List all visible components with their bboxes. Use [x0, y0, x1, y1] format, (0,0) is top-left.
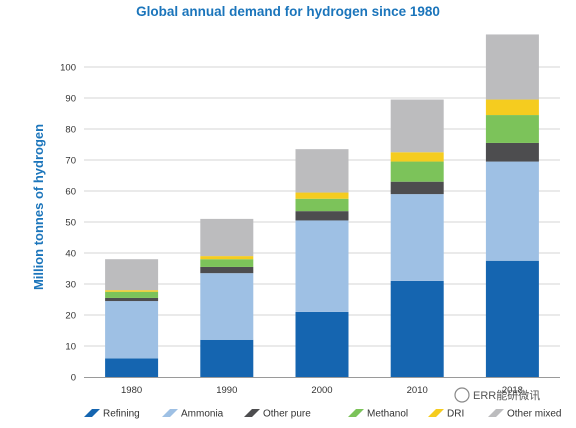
- bar-segment-ammonia-1980: [105, 301, 159, 359]
- bar-segment-refining-2010: [390, 280, 444, 377]
- bar-segment-ammonia-2000: [295, 220, 349, 312]
- y-tick-label: 80: [65, 125, 76, 136]
- bar-segment-dri-1990: [200, 256, 254, 260]
- legend-swatch-refining: [84, 409, 100, 417]
- bar-segment-dri-2010: [390, 152, 444, 162]
- legend-label: Refining: [103, 409, 140, 420]
- x-tick-label: 1980: [121, 385, 142, 396]
- y-tick-label: 20: [65, 311, 76, 322]
- bar-segment-ammonia-2010: [390, 194, 444, 281]
- bar-segment-ammonia-1990: [200, 273, 254, 340]
- watermark: ERR能研微讯: [454, 387, 540, 403]
- y-tick-label: 70: [65, 156, 76, 167]
- bar-segment-other-mixed-2000: [295, 149, 349, 193]
- bar-segment-other-pure-2010: [390, 181, 444, 195]
- bar-segment-other-mixed-1980: [105, 259, 159, 291]
- legend: Refining Ammonia Other pure Methanol DRI Othe…: [84, 409, 561, 420]
- chart-title: Global annual demand for hydrogen since …: [136, 4, 440, 19]
- legend-label: Methanol: [367, 409, 408, 420]
- y-tick-label: 10: [65, 342, 76, 353]
- wechat-icon: [454, 387, 470, 403]
- y-tick-labels: 0 10 20 30 40 50 60 70 80 90 100: [60, 63, 76, 384]
- bar-segment-methanol-1990: [200, 259, 254, 267]
- y-tick-label: 30: [65, 280, 76, 291]
- bar-segment-dri-1980: [105, 290, 159, 292]
- legend-label: Ammonia: [181, 409, 224, 420]
- y-axis-label: Million tonnes of hydrogen: [31, 124, 46, 290]
- y-tick-label: 40: [65, 249, 76, 260]
- bar-segment-other-pure-1980: [105, 297, 159, 302]
- bars: [105, 34, 539, 377]
- bar-segment-other-mixed-1990: [200, 218, 254, 257]
- bar-segment-methanol-1980: [105, 291, 159, 298]
- y-tick-label: 0: [71, 373, 76, 384]
- legend-swatch-other-pure: [244, 409, 260, 417]
- bar-segment-methanol-2018: [485, 115, 539, 143]
- legend-label: Other mixed: [507, 409, 561, 420]
- bar-segment-other-mixed-2018: [485, 34, 539, 100]
- x-tick-label: 1990: [216, 385, 237, 396]
- x-tick-label: 2010: [407, 385, 428, 396]
- bar-segment-refining-1990: [200, 339, 254, 377]
- bar-segment-methanol-2010: [390, 161, 444, 182]
- x-tick-label: 2000: [311, 385, 332, 396]
- bar-segment-other-pure-2000: [295, 211, 349, 221]
- legend-swatch-dri: [428, 409, 444, 417]
- bar-segment-other-pure-1990: [200, 266, 254, 274]
- bar-segment-refining-1980: [105, 358, 159, 377]
- legend-swatch-methanol: [348, 409, 364, 417]
- bar-segment-refining-2018: [485, 260, 539, 377]
- bar-segment-ammonia-2018: [485, 161, 539, 261]
- y-tick-label: 100: [60, 63, 76, 74]
- y-tick-label: 90: [65, 94, 76, 105]
- x-tick-label: 2018: [502, 385, 523, 396]
- legend-swatch-ammonia: [162, 409, 178, 417]
- bar-segment-dri-2000: [295, 192, 349, 199]
- legend-label: DRI: [447, 409, 464, 420]
- legend-label: Other pure: [263, 409, 311, 420]
- legend-swatch-other-mixed: [488, 409, 504, 417]
- bar-segment-refining-2000: [295, 311, 349, 377]
- bar-segment-other-pure-2018: [485, 142, 539, 162]
- y-tick-label: 50: [65, 218, 76, 229]
- bar-segment-methanol-2000: [295, 198, 349, 212]
- x-tick-labels: 1980 1990 2000 2010 2018: [121, 385, 523, 396]
- bar-segment-other-mixed-2010: [390, 99, 444, 153]
- bar-segment-dri-2018: [485, 99, 539, 116]
- watermark-text: ERR能研微讯: [473, 388, 540, 402]
- y-tick-label: 60: [65, 187, 76, 198]
